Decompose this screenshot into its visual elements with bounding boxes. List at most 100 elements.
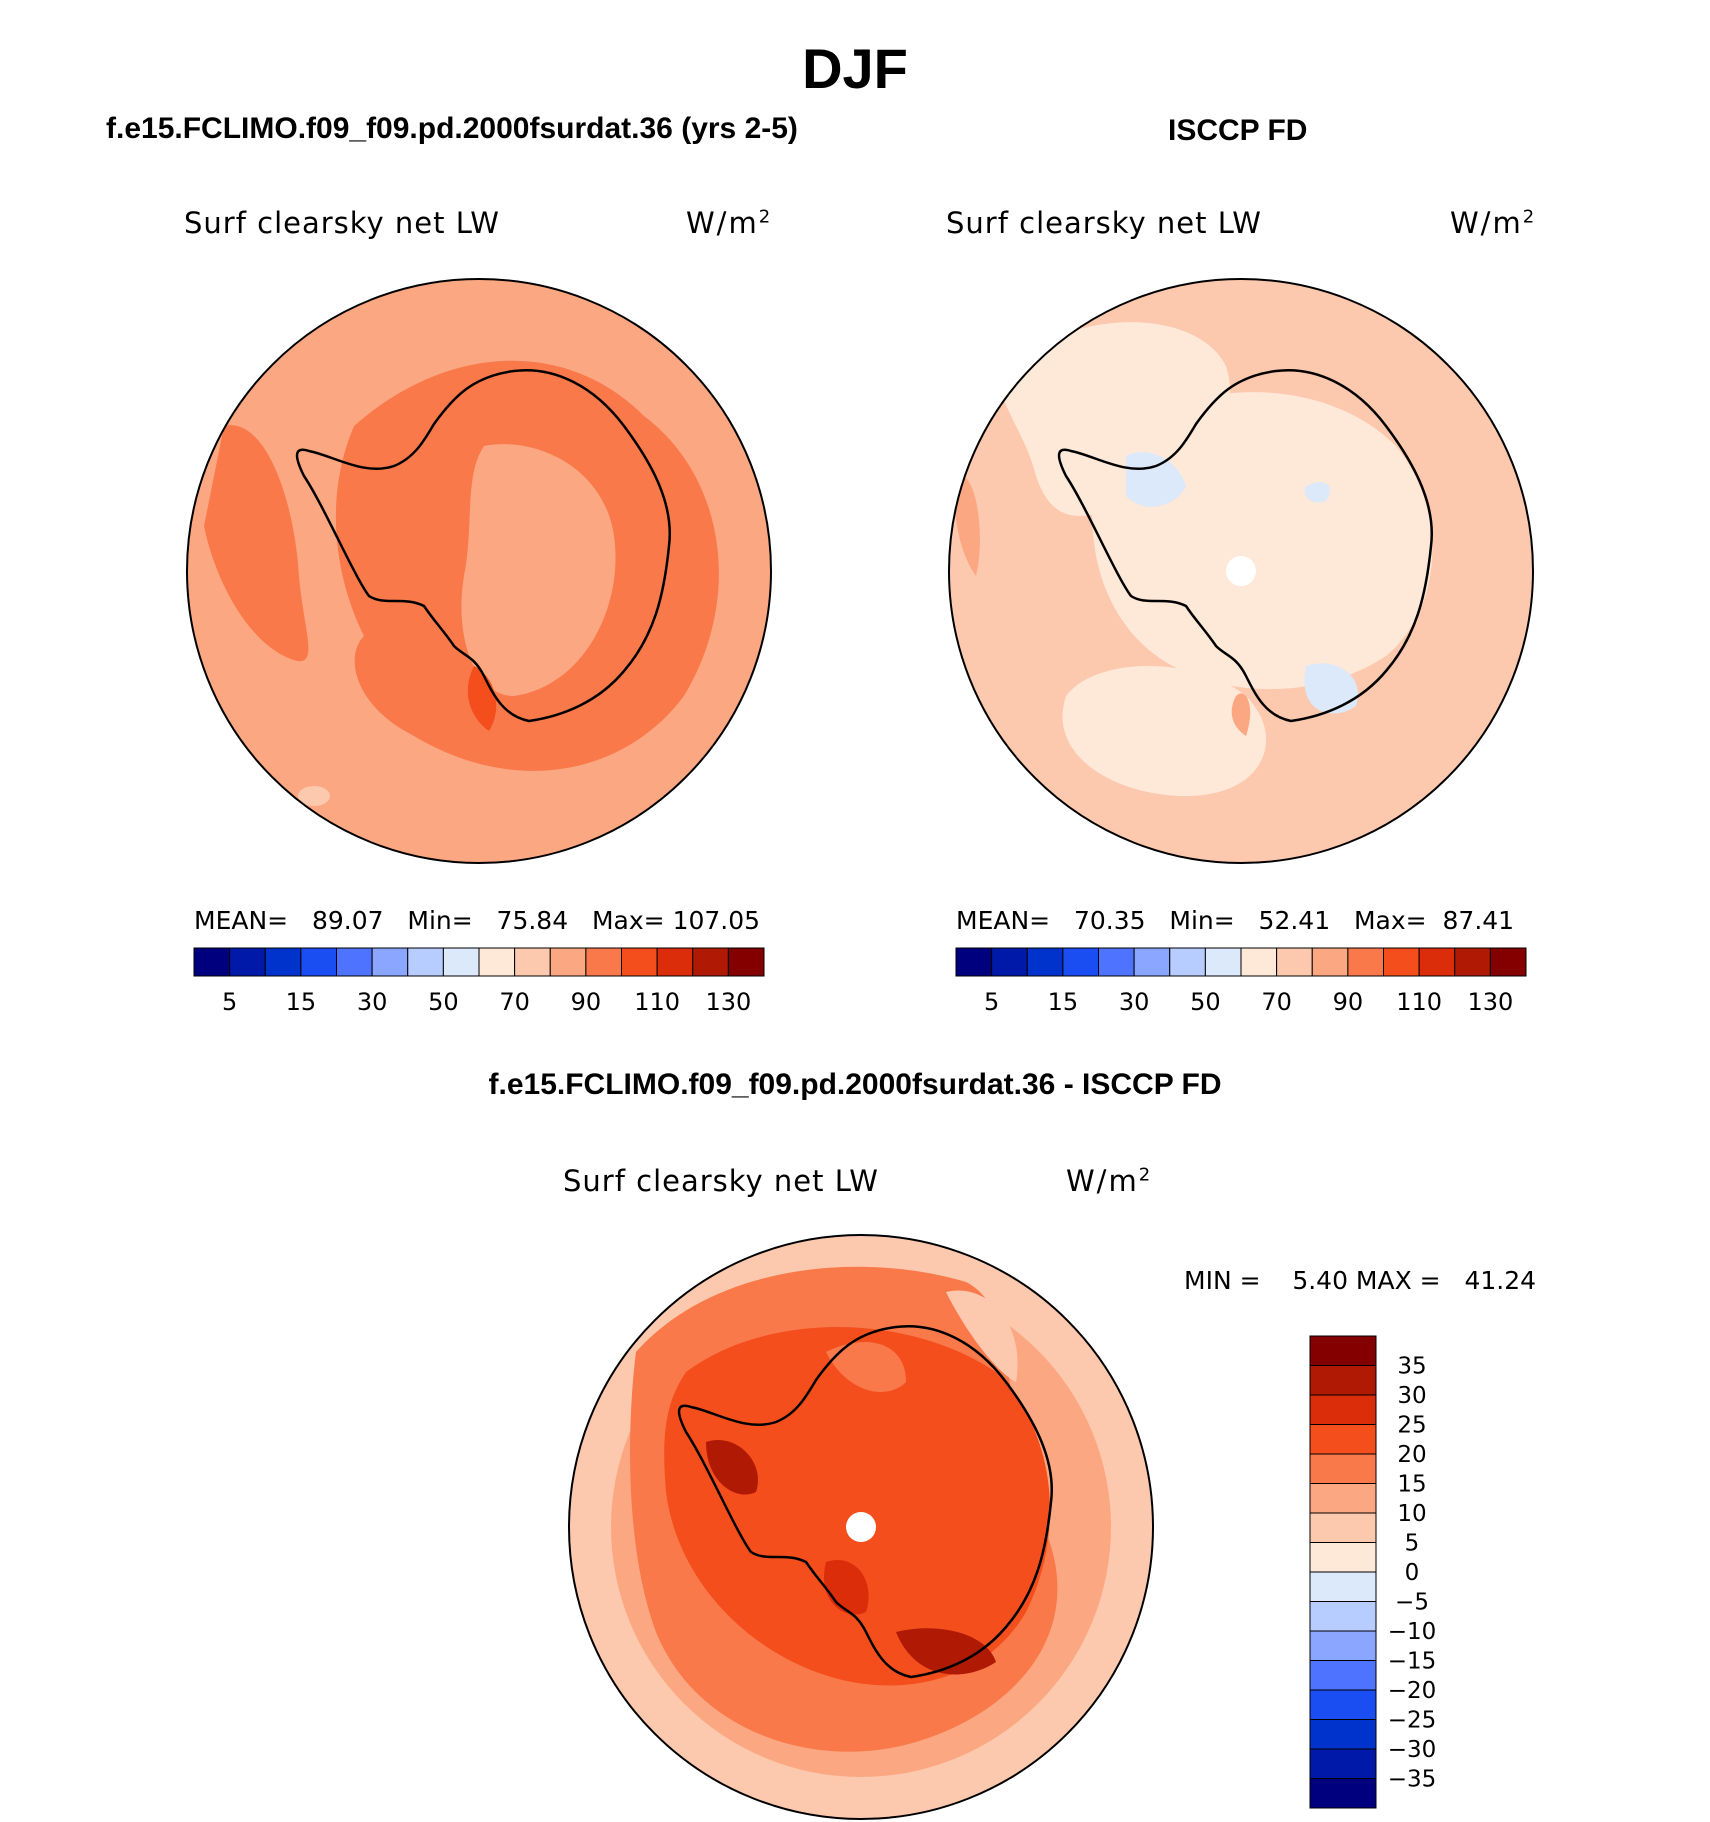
colorbar-swatch — [1454, 947, 1491, 977]
colorbar-swatch — [1276, 947, 1313, 977]
colorbar-tick-label: 15 — [1397, 1472, 1426, 1498]
colorbar-tick-label: 50 — [1190, 988, 1221, 1016]
model-antarctica-coastline — [295, 369, 671, 723]
obs-variable-label: Surf clearsky net LW — [946, 206, 1262, 240]
obs-field-west-edge — [954, 475, 980, 576]
colorbar-swatch — [1309, 1601, 1377, 1632]
colorbar-swatch — [1309, 1424, 1377, 1455]
colorbar-tick-label: 110 — [1396, 988, 1442, 1016]
model-colorbar: 5 15 30 50 70 90 110 130 — [193, 947, 765, 1016]
colorbar-tick-label: −10 — [1388, 1619, 1437, 1645]
colorbar-tick-label: 0 — [1405, 1560, 1420, 1586]
diff-pole-hole — [846, 1512, 876, 1542]
colorbar-tick-label: 35 — [1397, 1354, 1426, 1380]
obs-panel-heading: ISCCP FD — [1168, 114, 1308, 147]
model-field-ross-patch — [467, 666, 497, 731]
colorbar-tick-label: −20 — [1388, 1678, 1437, 1704]
model-field-plateau — [461, 444, 616, 696]
colorbar-tick-label: 30 — [1119, 988, 1150, 1016]
colorbar-tick-label: 20 — [1397, 1442, 1426, 1468]
colorbar-swatch — [300, 947, 337, 977]
colorbar-tick-label: 70 — [499, 988, 530, 1016]
obs-colorbar: 5 15 30 50 70 90 110 130 — [955, 947, 1527, 1016]
model-map-border — [186, 278, 772, 864]
colorbar-tick-label: 50 — [428, 988, 459, 1016]
colorbar-tick-label: 70 — [1261, 988, 1292, 1016]
colorbar-tick-label: −30 — [1388, 1737, 1437, 1763]
colorbar-swatch — [1309, 1689, 1377, 1720]
diff-minmax: MIN = 5.40 MAX = 41.24 — [1184, 1266, 1537, 1295]
colorbar-swatch — [336, 947, 373, 977]
colorbar-swatch — [1309, 1748, 1377, 1779]
colorbar-swatch — [1311, 947, 1349, 977]
obs-field-continent — [1092, 392, 1433, 690]
colorbar-tick-label: 30 — [357, 988, 388, 1016]
colorbar-swatch — [1309, 1571, 1377, 1602]
diff-field-light-plateau — [826, 1342, 906, 1392]
colorbar-swatch — [478, 947, 516, 977]
colorbar-swatch — [549, 947, 587, 977]
colorbar-tick-label: 110 — [634, 988, 680, 1016]
colorbar-tick-label: 90 — [1333, 988, 1364, 1016]
figure-title: DJF — [802, 37, 908, 100]
colorbar-swatch — [514, 947, 551, 977]
colorbar-swatch — [442, 947, 480, 977]
model-stats: MEAN= 89.07 Min= 75.84 Max= 107.05 — [194, 906, 761, 935]
diff-panel-heading: f.e15.FCLIMO.f09_f09.pd.2000fsurdat.36 -… — [488, 1068, 1222, 1101]
colorbar-swatch — [621, 947, 658, 977]
colorbar-tick-label: 5 — [984, 988, 999, 1016]
colorbar-swatch — [1309, 1512, 1377, 1543]
colorbar-swatch — [1309, 1778, 1377, 1809]
colorbar-tick-label: 5 — [222, 988, 237, 1016]
diff-field-dark-west — [706, 1440, 758, 1495]
colorbar-swatch — [407, 947, 444, 977]
colorbar-swatch — [1418, 947, 1456, 977]
colorbar-swatch — [264, 947, 302, 977]
colorbar-swatch — [727, 947, 765, 977]
model-field-north-patch — [304, 284, 364, 308]
colorbar-swatch — [1098, 947, 1135, 977]
diff-unit-label: W/m2 — [1066, 1164, 1153, 1198]
colorbar-swatch — [1309, 1335, 1377, 1366]
model-variable-label: Surf clearsky net LW — [184, 206, 500, 240]
obs-antarctica-coastline — [1057, 369, 1433, 723]
colorbar-tick-label: 90 — [571, 988, 602, 1016]
colorbar-swatch — [1309, 1542, 1377, 1573]
colorbar-swatch — [1062, 947, 1099, 977]
colorbar-swatch — [1169, 947, 1206, 977]
colorbar-swatch — [1309, 1630, 1377, 1661]
colorbar-swatch — [371, 947, 409, 977]
diff-field-light-east — [946, 1290, 1018, 1382]
obs-stats: MEAN= 70.35 Min= 52.41 Max= 87.41 — [956, 906, 1515, 935]
diff-field-inner — [664, 1327, 1050, 1686]
diff-colorbar: 35 30 25 20 15 10 5 0 −5 −10 −15 −20 −25 −30 −35 — [1309, 1335, 1437, 1809]
colorbar-swatch — [1347, 947, 1384, 977]
colorbar-tick-label: −15 — [1388, 1649, 1437, 1675]
obs-map-border — [948, 278, 1534, 864]
colorbar-tick-label: −35 — [1388, 1767, 1437, 1793]
colorbar-tick-label: 30 — [1397, 1383, 1426, 1409]
colorbar-swatch — [1309, 1719, 1377, 1750]
diff-polar-map — [568, 1234, 1154, 1820]
colorbar-tick-label: 130 — [705, 988, 751, 1016]
colorbar-tick-label: 15 — [286, 988, 317, 1016]
colorbar-swatch — [1026, 947, 1064, 977]
colorbar-swatch — [585, 947, 622, 977]
colorbar-tick-label: 25 — [1397, 1413, 1426, 1439]
colorbar-swatch — [1309, 1660, 1377, 1691]
colorbar-tick-label: 10 — [1397, 1501, 1426, 1527]
obs-field-orange-patch — [1231, 693, 1251, 736]
model-unit-label: W/m2 — [686, 206, 773, 240]
colorbar-tick-label: 130 — [1467, 988, 1513, 1016]
colorbar-tick-label: −25 — [1388, 1708, 1437, 1734]
diff-antarctica-coastline — [677, 1325, 1053, 1679]
obs-unit-label: W/m2 — [1450, 206, 1537, 240]
colorbar-swatch — [1489, 947, 1527, 977]
colorbar-swatch — [692, 947, 729, 977]
obs-polar-map — [948, 278, 1534, 864]
model-polar-map — [186, 278, 772, 864]
colorbar-swatch — [991, 947, 1028, 977]
colorbar-swatch — [1309, 1365, 1377, 1396]
diff-field-dark-south — [896, 1628, 996, 1675]
colorbar-tick-label: 15 — [1048, 988, 1079, 1016]
